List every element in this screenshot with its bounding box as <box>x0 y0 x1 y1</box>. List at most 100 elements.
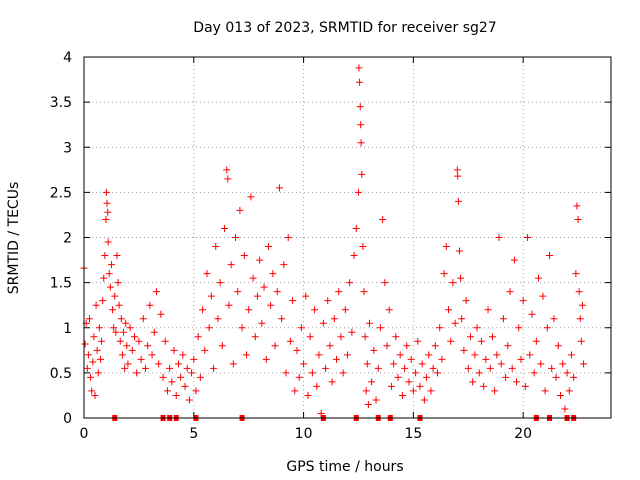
data-point-marker <box>385 306 393 314</box>
data-point-marker <box>249 274 257 282</box>
data-point-marker <box>98 337 106 345</box>
data-point-marker <box>381 279 389 287</box>
x-tick-label: 0 <box>80 426 89 442</box>
data-point-marker <box>251 333 259 341</box>
data-point-marker <box>387 382 395 390</box>
data-point-marker <box>455 247 463 255</box>
data-point-marker <box>258 319 266 327</box>
data-point-marker <box>339 369 347 377</box>
y-tick-label: 1.5 <box>50 276 72 292</box>
data-point-marker <box>139 315 147 323</box>
data-point-marker <box>510 256 518 264</box>
x-tick-label: 5 <box>189 426 198 442</box>
data-point-marker <box>159 373 167 381</box>
data-point-marker <box>85 315 93 323</box>
data-point-marker <box>565 387 573 395</box>
data-point-marker <box>113 252 121 260</box>
data-point-marker <box>121 364 129 372</box>
data-point-marker <box>262 355 270 363</box>
data-point-marker <box>212 243 220 251</box>
data-point-marker <box>383 342 391 350</box>
data-point-marker <box>177 373 185 381</box>
data-point-marker <box>493 351 501 359</box>
data-point-marker <box>458 315 466 323</box>
data-point-marker <box>92 301 100 309</box>
data-point-marker <box>364 400 372 408</box>
data-point-marker <box>93 346 101 354</box>
data-point-marker <box>172 391 180 399</box>
data-point-marker <box>576 315 584 323</box>
data-point-marker <box>396 351 404 359</box>
data-point-marker <box>297 324 305 332</box>
data-point-marker <box>344 351 351 359</box>
data-point-marker <box>475 369 483 377</box>
data-point-marker <box>567 351 575 359</box>
data-point-marker <box>135 337 143 345</box>
data-point-marker <box>207 292 215 300</box>
data-point-marker <box>348 328 356 336</box>
data-point-marker <box>203 270 211 278</box>
data-point-marker <box>519 297 527 305</box>
data-point-marker <box>574 215 582 223</box>
chart-title: Day 013 of 2023, SRMTID for receiver sg2… <box>193 20 496 36</box>
data-point-marker <box>362 387 370 395</box>
data-point-marker <box>315 351 323 359</box>
data-point-marker <box>425 351 433 359</box>
data-point-marker <box>240 252 248 260</box>
data-point-marker <box>144 342 152 350</box>
data-point-marker <box>260 283 268 291</box>
data-point-marker <box>445 306 453 314</box>
data-point-marker <box>447 337 455 345</box>
data-point-marker <box>170 346 178 354</box>
data-point-marker <box>179 351 187 359</box>
data-point-marker <box>539 292 547 300</box>
data-point-marker <box>403 342 411 350</box>
data-point-marker <box>324 297 332 305</box>
data-point-marker <box>300 360 308 368</box>
data-point-marker <box>137 355 145 363</box>
data-point-marker <box>580 360 588 368</box>
data-point-marker <box>556 391 564 399</box>
data-point-marker <box>163 387 171 395</box>
data-point-marker <box>535 274 543 282</box>
data-point-marker <box>390 360 398 368</box>
data-point-marker <box>357 121 365 129</box>
data-point-marker <box>330 315 338 323</box>
data-point-marker <box>218 342 226 350</box>
data-point-marker <box>368 378 376 386</box>
data-point-marker <box>537 360 545 368</box>
data-point-marker <box>124 360 132 368</box>
data-point-marker <box>376 324 384 332</box>
data-point-marker <box>126 324 134 332</box>
data-point-marker <box>454 197 462 205</box>
data-point-marker <box>573 202 581 210</box>
data-point-marker <box>280 261 288 269</box>
data-point-marker <box>253 292 261 300</box>
data-point-marker <box>105 270 113 278</box>
data-point-marker <box>267 301 275 309</box>
data-point-marker <box>308 369 316 377</box>
data-point-marker <box>480 382 488 390</box>
data-point-marker <box>216 279 224 287</box>
data-point-marker <box>89 358 97 366</box>
data-point-marker <box>398 391 406 399</box>
data-point-marker <box>192 387 200 395</box>
data-point-marker <box>91 391 99 399</box>
data-point-marker <box>275 184 283 192</box>
data-point-marker <box>563 369 571 377</box>
data-point-marker <box>436 324 444 332</box>
data-point-marker <box>133 369 141 377</box>
data-point-marker <box>379 215 387 223</box>
data-point-marker <box>188 369 196 377</box>
data-point-marker <box>543 324 551 332</box>
data-point-marker <box>469 378 477 386</box>
data-point-marker <box>88 387 96 395</box>
data-point-marker <box>407 355 415 363</box>
data-point-marker <box>423 373 431 381</box>
data-point-marker <box>550 315 558 323</box>
data-point-marker <box>256 256 264 264</box>
data-point-marker <box>190 355 198 363</box>
data-point-marker <box>289 297 297 305</box>
data-point-marker <box>115 301 123 309</box>
data-point-marker <box>183 364 191 372</box>
